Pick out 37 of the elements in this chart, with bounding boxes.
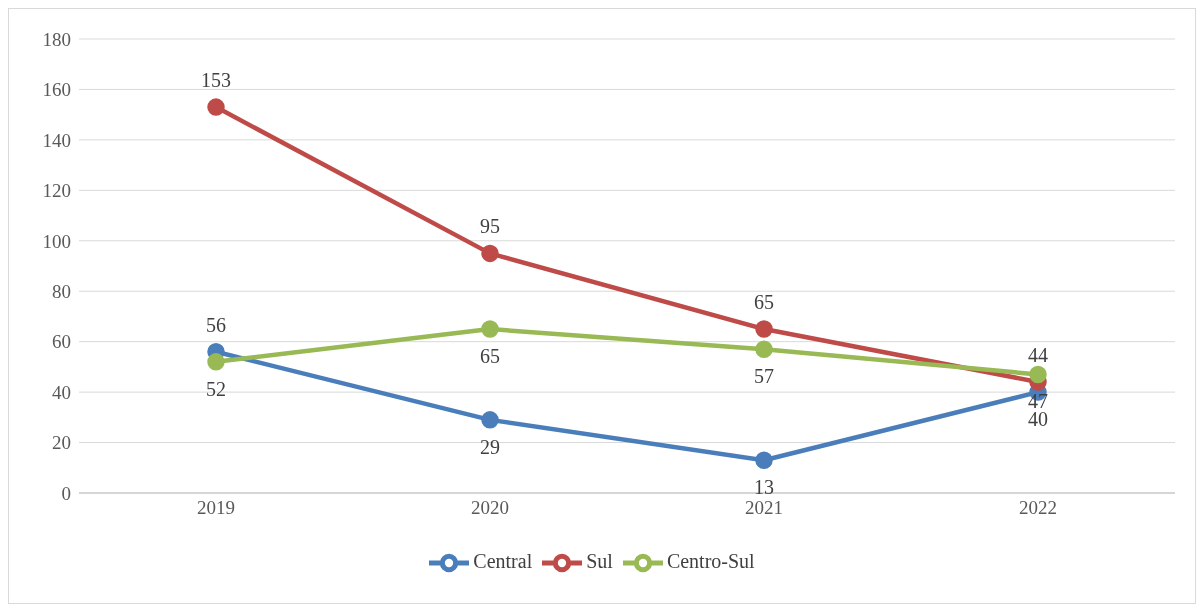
x-tick-label: 2021	[745, 497, 783, 519]
data-label: 57	[754, 365, 774, 388]
legend-label: Sul	[586, 549, 613, 572]
data-label: 65	[480, 345, 500, 368]
legend-label: Central	[473, 549, 533, 572]
y-tick-label: 80	[52, 280, 71, 302]
point	[755, 340, 773, 358]
y-tick-label: 180	[42, 28, 71, 50]
point	[1029, 365, 1047, 384]
y-tick-label: 120	[42, 180, 71, 202]
y-tick-label: 140	[42, 129, 71, 151]
data-label: 65	[754, 291, 774, 314]
x-tick-label: 2022	[1019, 497, 1057, 519]
y-tick-label: 60	[52, 331, 71, 353]
data-label: 56	[206, 313, 226, 336]
y-tick-label: 160	[42, 79, 71, 101]
data-label: 52	[206, 377, 226, 400]
point	[755, 320, 773, 338]
x-tick-label: 2019	[197, 497, 235, 519]
y-tick-label: 20	[52, 432, 71, 454]
point	[755, 451, 773, 469]
legend-label: Centro-Sul	[666, 549, 755, 572]
data-label: 13	[754, 476, 774, 499]
point	[481, 320, 499, 338]
point	[481, 244, 499, 263]
y-tick-label: 40	[52, 381, 71, 403]
data-label: 95	[480, 215, 500, 238]
data-label: 44	[1028, 344, 1048, 367]
x-tick-label: 2020	[471, 497, 509, 519]
data-label: 40	[1028, 408, 1048, 431]
y-tick-label: 100	[42, 230, 71, 252]
data-label: 153	[201, 69, 231, 92]
y-tick-label: 0	[61, 482, 71, 504]
point	[207, 98, 225, 116]
point	[481, 411, 499, 429]
point	[207, 353, 225, 371]
data-label: 29	[480, 435, 500, 458]
